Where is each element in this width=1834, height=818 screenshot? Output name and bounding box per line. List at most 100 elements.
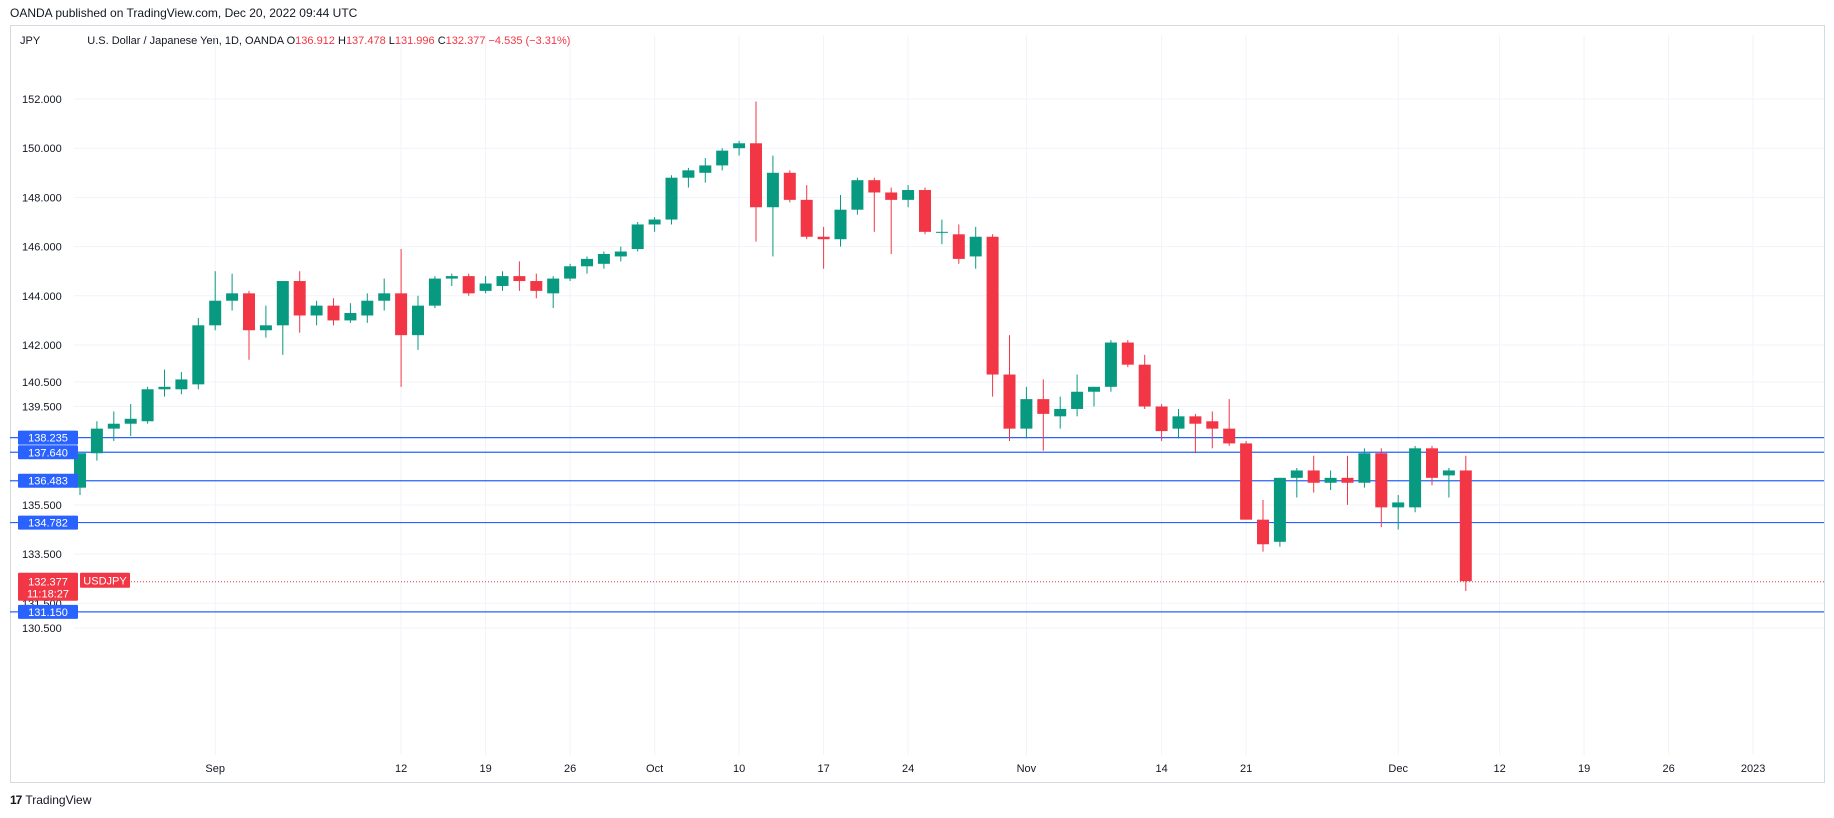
candle-body xyxy=(885,192,898,200)
candle xyxy=(581,256,593,274)
horizontal-line-label: 131.150 xyxy=(28,607,68,619)
candle-body xyxy=(800,199,813,237)
candle xyxy=(344,303,357,323)
candle xyxy=(1037,379,1050,451)
x-tick-label: 12 xyxy=(395,763,407,775)
candle xyxy=(750,101,762,242)
symbol-badge-label: USDJPY xyxy=(83,576,127,588)
candle-body xyxy=(293,281,306,316)
x-tick-label: Sep xyxy=(205,763,225,775)
candle xyxy=(851,177,864,215)
y-tick-label: 152.000 xyxy=(22,94,62,106)
x-tick-label: Dec xyxy=(1388,763,1408,775)
candle xyxy=(665,175,678,225)
candle-body xyxy=(1375,453,1388,508)
candle-body xyxy=(648,219,661,225)
candle xyxy=(513,261,526,291)
candle xyxy=(192,317,205,390)
candle xyxy=(1189,413,1202,454)
tradingview-logo-icon: 17 xyxy=(10,793,22,807)
horizontal-line-badge xyxy=(18,515,78,530)
legend-high: 137.478 xyxy=(345,35,386,47)
candle xyxy=(885,187,898,254)
candle-body xyxy=(428,278,441,306)
candle-body xyxy=(1071,391,1084,409)
candle-body xyxy=(564,266,577,279)
candle xyxy=(226,273,239,311)
candle xyxy=(1273,477,1286,547)
y-tick-label: 150.000 xyxy=(22,143,62,155)
x-tick-label: 14 xyxy=(1155,763,1167,775)
candle xyxy=(800,185,813,240)
legend-close: 132.377 xyxy=(445,35,486,47)
candle xyxy=(1459,455,1472,591)
symbol-badge xyxy=(80,572,130,588)
published-caption: OANDA published on TradingView.com, Dec … xyxy=(10,6,358,20)
horizontal-line-label: 134.782 xyxy=(28,518,68,530)
x-tick-label: 26 xyxy=(1662,763,1674,775)
candle xyxy=(1155,404,1168,441)
chart-legend: JPY U.S. Dollar / Japanese Yen, 1D, OAND… xyxy=(20,35,570,47)
candle xyxy=(1257,499,1269,552)
candle-body xyxy=(378,293,391,301)
legend-currency: JPY xyxy=(20,35,41,47)
legend-open: 136.912 xyxy=(295,35,335,47)
candle-body xyxy=(175,379,188,390)
candle-body xyxy=(327,305,340,321)
candle xyxy=(733,140,746,156)
candle xyxy=(817,226,830,269)
candle-body xyxy=(259,325,272,331)
candle-body xyxy=(513,276,526,282)
x-tick-label: 26 xyxy=(564,763,576,775)
x-tick-label: 12 xyxy=(1493,763,1505,775)
x-tick-label: 24 xyxy=(902,763,914,775)
candle xyxy=(631,222,644,252)
candle xyxy=(327,298,340,326)
candle-body xyxy=(766,172,779,208)
candle-body xyxy=(462,276,475,294)
candle-body xyxy=(665,177,678,220)
candle-body xyxy=(1088,386,1100,392)
candle-body xyxy=(1155,406,1168,432)
candle-body xyxy=(158,386,171,390)
candle xyxy=(1392,495,1405,530)
candle xyxy=(699,158,712,183)
last-price-countdown: 11:18:27 xyxy=(27,589,69,601)
x-tick-label: 2023 xyxy=(1741,763,1765,775)
y-tick-label: 135.500 xyxy=(22,500,62,512)
candle-body xyxy=(1037,399,1050,414)
candle xyxy=(378,278,391,311)
chart-frame xyxy=(10,25,1825,783)
candle-body xyxy=(1240,443,1253,520)
candle xyxy=(1358,448,1371,488)
candle-body xyxy=(361,300,374,316)
candle-body xyxy=(1138,364,1151,407)
candle-body xyxy=(276,281,289,326)
x-tick-label: 19 xyxy=(479,763,491,775)
candle xyxy=(1375,448,1388,528)
candle xyxy=(1426,445,1438,486)
candle-body xyxy=(1189,416,1202,424)
candle-body xyxy=(1273,477,1286,542)
candle-body xyxy=(1307,470,1320,483)
horizontal-line-label: 137.640 xyxy=(28,447,68,459)
candle-body xyxy=(902,190,915,200)
candle-body xyxy=(310,305,323,316)
candle-body xyxy=(547,278,560,294)
last-price-value: 132.377 xyxy=(28,577,68,589)
candle xyxy=(361,293,374,323)
candle-body xyxy=(1104,342,1117,387)
candle-body xyxy=(783,172,796,200)
candle xyxy=(1409,445,1422,513)
candle-body xyxy=(192,325,205,385)
candle xyxy=(1341,455,1354,505)
legend-high-label: H xyxy=(337,35,346,47)
candle xyxy=(479,276,492,294)
candle-body xyxy=(1426,448,1438,478)
candle-body xyxy=(479,283,492,291)
candle xyxy=(648,217,661,232)
x-tick-label: 21 xyxy=(1240,763,1252,775)
y-tick-label: 148.000 xyxy=(22,192,62,204)
candle xyxy=(564,263,577,282)
